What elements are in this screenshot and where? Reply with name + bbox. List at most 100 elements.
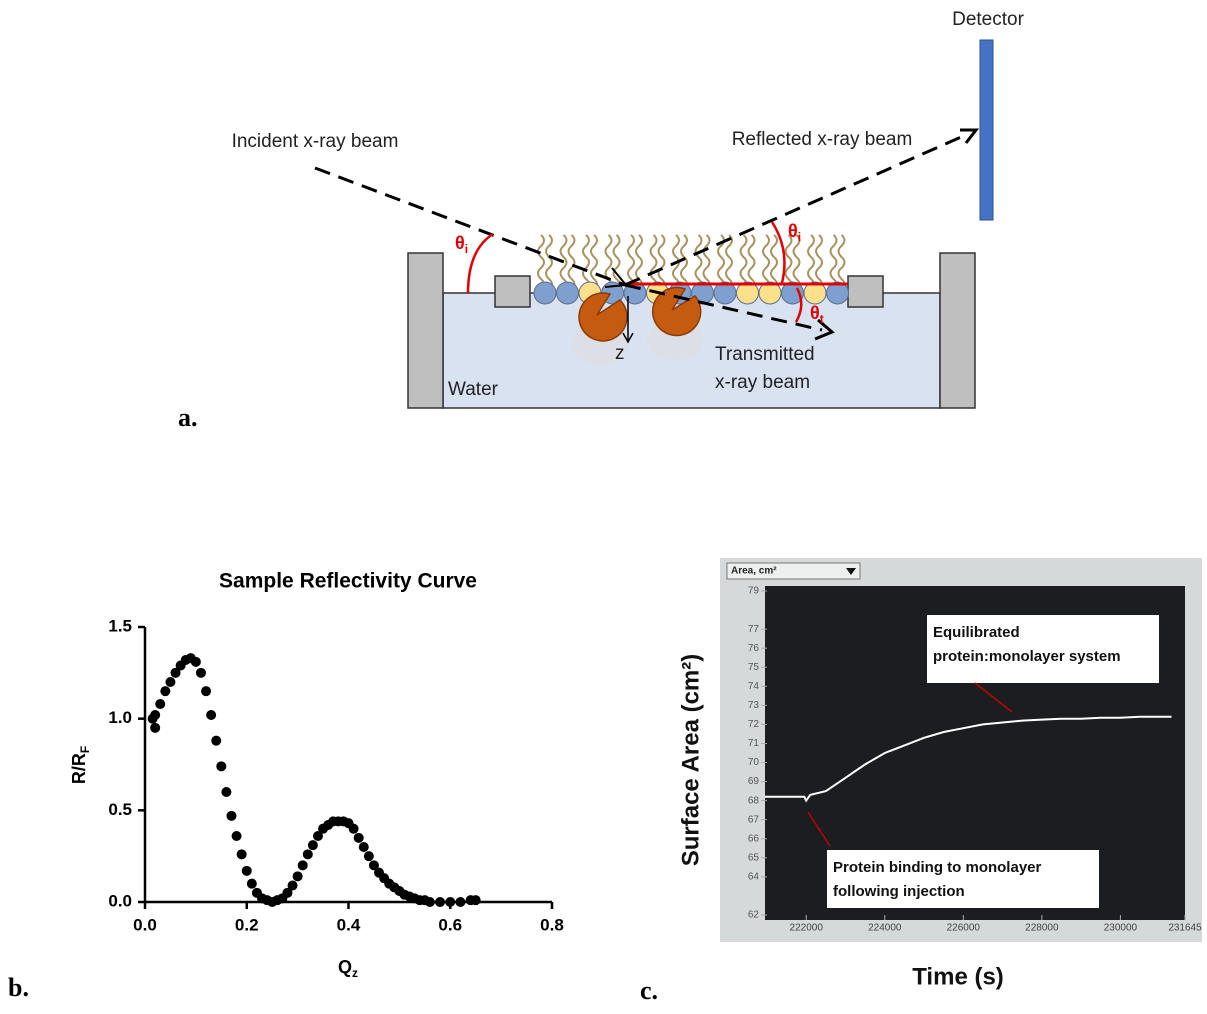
data-point: [302, 849, 313, 860]
barrier: [494, 275, 531, 308]
label: Transmitted: [715, 344, 815, 365]
data-point: [363, 851, 374, 862]
y-tick-label: 71: [748, 738, 760, 749]
data-point: [241, 865, 252, 876]
annotation-box: [827, 850, 1099, 908]
data-point: [424, 897, 435, 907]
data-point: [216, 761, 227, 772]
annotation-arrow: [974, 682, 1013, 713]
y-axis-label: R/RF: [69, 746, 92, 784]
lipid-tail: [612, 234, 621, 291]
annotation: protein:monolayer system: [933, 648, 1121, 665]
x-tick-label: 0.0: [133, 915, 157, 934]
label: x-ray beam: [715, 372, 810, 393]
annotation: following injection: [833, 883, 965, 900]
lipid-tail: [582, 234, 590, 291]
x-tick-label: 226000: [947, 923, 981, 934]
dropdown-arrow: [846, 568, 856, 575]
arrowhead: [814, 318, 835, 341]
dropdown-label: Area, cm²: [731, 566, 777, 577]
angle-label: θt: [810, 303, 824, 326]
data-point: [368, 860, 379, 871]
lipid-tail: [537, 234, 545, 291]
data-point: [312, 831, 323, 841]
data-point: [435, 897, 446, 907]
x-tick-label: 0.4: [337, 915, 361, 934]
y-tick-label: 77: [748, 624, 760, 635]
data-point: [165, 677, 176, 687]
label: Reflected x-ray beam: [732, 129, 913, 150]
annotation: Protein binding to monolayer: [833, 859, 1042, 876]
data-point: [221, 787, 232, 797]
lipid-tail: [627, 234, 635, 291]
y-axis-label: Surface Area (cm²): [677, 654, 704, 867]
data-point: [297, 860, 308, 871]
angle-label: θi: [788, 221, 801, 244]
angle-label: θi: [455, 233, 468, 256]
lipid-tail: [747, 234, 756, 291]
y-tick-label: 68: [748, 795, 760, 806]
y-tick-label: 70: [748, 757, 760, 768]
y-tick-label: 0.0: [108, 891, 132, 910]
lipid-tail: [770, 234, 778, 291]
label: Incident x-ray beam: [232, 131, 399, 152]
angle-arc: [466, 232, 494, 294]
lipid-head: [826, 281, 849, 305]
label: Water: [448, 379, 499, 400]
lipid-tail: [590, 234, 598, 291]
lipid-tail: [680, 234, 688, 291]
x-tick-label: 231645: [1168, 923, 1202, 934]
lipid-tail: [649, 234, 658, 291]
data-point: [195, 667, 206, 678]
data-point: [170, 667, 181, 678]
lipid-tail: [567, 234, 576, 291]
lipid-tail: [545, 234, 553, 291]
data-point: [358, 842, 369, 852]
trough-wall: [939, 252, 976, 409]
lipid-tail: [807, 234, 815, 291]
y-tick-label: 79: [748, 586, 760, 597]
x-axis-label: Qz: [338, 957, 358, 980]
x-tick-label: 222000: [790, 923, 824, 934]
data-point: [150, 722, 161, 733]
y-tick-label: 1.0: [108, 708, 132, 727]
x-tick-label: 230000: [1104, 923, 1138, 934]
data-point: [150, 710, 161, 720]
y-tick-label: 74: [748, 681, 760, 692]
data-point: [246, 878, 257, 889]
reflectivity-chart: Sample Reflectivity Curve Qz R/RF: [69, 570, 477, 981]
panel-label: c.: [640, 976, 658, 1005]
x-tick-label: 0.2: [235, 915, 259, 934]
y-tick-label: 62: [748, 910, 760, 921]
chart-title: Sample Reflectivity Curve: [219, 570, 477, 593]
lipid-tail: [784, 234, 793, 291]
diagram: Detector Incident x-ray beam Reflected x…: [232, 9, 1025, 409]
data-point: [282, 887, 293, 898]
data-point: [211, 735, 222, 746]
beams: [314, 132, 969, 332]
x-axis-label: Time (s): [912, 963, 1004, 990]
dropdown[interactable]: [726, 562, 861, 580]
lipid-tail: [837, 234, 846, 291]
data-point: [190, 656, 201, 667]
lipid-tail: [725, 234, 733, 291]
data-point: [445, 897, 456, 907]
barrier: [847, 275, 884, 308]
y-tick-label: 64: [748, 872, 760, 883]
annotation: Equilibrated: [933, 624, 1020, 641]
y-tick-label: 72: [748, 719, 760, 730]
data-point: [206, 710, 217, 720]
panel-label: b.: [8, 973, 29, 1002]
annotation-arrow: [807, 811, 831, 847]
lipid-head: [533, 281, 557, 305]
lipid-tail: [739, 234, 748, 291]
x-tick-label: 0.6: [438, 915, 462, 934]
y-tick-label: 1.5: [108, 616, 132, 635]
data-point: [353, 832, 364, 843]
data-point: [455, 897, 466, 907]
data-point: [287, 880, 298, 891]
data-point: [348, 823, 359, 834]
y-tick-label: 0.5: [108, 800, 132, 819]
y-tick-label: 69: [748, 776, 760, 787]
